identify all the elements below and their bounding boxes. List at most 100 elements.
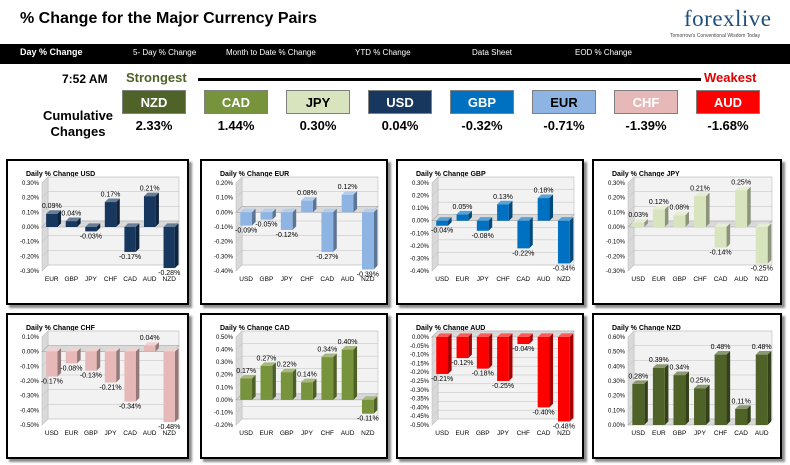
- currency-change-jpy: 0.30%: [299, 118, 337, 133]
- bar-side: [448, 217, 452, 226]
- y-tick-label: 0.50%: [216, 335, 234, 341]
- bar-face: [361, 399, 374, 414]
- chart-panel-aud: Daily % Change AUD -0.50% -0.45% -0.40% -0.…: [396, 313, 584, 459]
- bar-side: [353, 345, 358, 400]
- y-tick-label: -0.10%: [20, 240, 40, 246]
- bar-face: [104, 202, 117, 227]
- nav-bar: Day % Change 5- Day % Change Month to Da…: [0, 44, 790, 64]
- bar-face: [143, 196, 156, 227]
- bar-chf: [497, 200, 513, 221]
- data-label: 0.39%: [649, 357, 669, 364]
- bar-top: [735, 405, 751, 409]
- bar-face: [85, 227, 97, 232]
- bar-face: [755, 227, 768, 264]
- bar-eur: [652, 364, 669, 425]
- bar-face: [240, 378, 253, 400]
- bar-jpy: [497, 333, 513, 381]
- x-tick-label: GBP: [64, 276, 78, 283]
- gridline: [627, 235, 635, 242]
- x-tick-label: AUD: [755, 430, 769, 437]
- nav-data-sheet[interactable]: Data Sheet: [472, 48, 513, 57]
- bar-side: [96, 223, 101, 232]
- bar-face: [476, 220, 489, 231]
- x-tick-label: AUD: [341, 430, 355, 437]
- chart-title: Daily % Change USD: [26, 171, 96, 178]
- forexlive-logo[interactable]: forexlive Tomorrow's Conventional Wisdom…: [656, 6, 774, 40]
- gridline: [235, 406, 243, 413]
- data-label: 0.09%: [42, 203, 62, 210]
- bar-top: [280, 208, 297, 213]
- currency-change-gbp: -0.32%: [461, 118, 503, 133]
- chart-title: Daily % Change AUD: [416, 325, 486, 332]
- currency-change-eur: -0.71%: [543, 118, 585, 133]
- x-tick-label: CAD: [123, 430, 137, 437]
- gridline: [431, 227, 439, 234]
- bar-side: [664, 205, 669, 227]
- bar-face: [104, 351, 117, 383]
- currency-change-usd: 0.04%: [381, 118, 419, 133]
- bar-side: [529, 217, 533, 249]
- data-label: 0.12%: [649, 199, 669, 206]
- bar-top: [46, 348, 62, 352]
- bar-side: [468, 333, 472, 359]
- bar-top: [341, 191, 358, 195]
- nav-ytd-change[interactable]: YTD % Change: [355, 48, 411, 57]
- bar-face: [632, 383, 645, 425]
- data-label: 0.25%: [690, 378, 710, 385]
- bar-usd: [436, 217, 452, 226]
- nav-5-day-change[interactable]: 5- Day % Change: [133, 48, 197, 57]
- data-label: 0.40%: [338, 339, 358, 346]
- gridline: [431, 201, 439, 209]
- data-label: -0.25%: [751, 266, 773, 273]
- y-tick-label: -0.40%: [20, 408, 40, 414]
- bar-cad: [537, 333, 554, 408]
- bar-face: [143, 345, 156, 352]
- bar-top: [517, 333, 533, 337]
- bar-side: [77, 217, 81, 227]
- nav-day-change[interactable]: Day % Change: [20, 47, 83, 57]
- data-label: -0.40%: [532, 409, 554, 416]
- data-label: -0.39%: [357, 272, 379, 279]
- bar-side: [155, 342, 159, 352]
- gridline: [627, 360, 635, 367]
- bar-face: [694, 196, 706, 227]
- y-tick-label: -0.50%: [20, 423, 40, 429]
- bar-eur: [65, 348, 81, 364]
- bar-gbp: [673, 371, 689, 425]
- y-tick-label: -0.25%: [410, 379, 430, 385]
- y-tick-label: 0.40%: [216, 348, 234, 354]
- y-tick-label: -0.30%: [214, 254, 234, 260]
- data-label: -0.04%: [512, 346, 534, 353]
- bar-face: [46, 351, 58, 377]
- x-tick-label: CAD: [714, 276, 728, 283]
- data-label: -0.08%: [472, 233, 494, 240]
- bar-eur: [456, 210, 472, 221]
- x-tick-label: JPY: [301, 430, 314, 437]
- x-tick-label: AUD: [734, 276, 748, 283]
- bar-usd: [240, 208, 256, 226]
- gridline: [41, 389, 49, 396]
- data-label: 0.11%: [731, 398, 750, 405]
- bar-jpy: [476, 217, 493, 231]
- data-label: 0.48%: [711, 344, 731, 351]
- y-tick-label: 0.00%: [216, 210, 234, 216]
- x-tick-label: GBP: [280, 430, 294, 437]
- bar-side: [747, 186, 751, 227]
- bar-face: [456, 214, 469, 221]
- nav-eod-change[interactable]: EOD % Change: [575, 48, 632, 57]
- x-tick-label: NZD: [557, 430, 571, 437]
- bar-face: [652, 367, 665, 425]
- y-tick-label: -0.20%: [20, 254, 40, 260]
- bar-face: [673, 215, 686, 227]
- bar-side: [488, 333, 493, 369]
- x-tick-label: NZD: [163, 276, 177, 283]
- x-tick-label: CHF: [517, 430, 530, 437]
- data-label: 0.22%: [277, 362, 297, 369]
- bar-top: [240, 208, 256, 213]
- currency-box-usd: USD: [368, 90, 432, 114]
- y-tick-label: 0.10%: [22, 335, 40, 341]
- y-tick-label: 0.20%: [608, 196, 626, 202]
- y-tick-label: 0.10%: [608, 408, 626, 414]
- nav-month-to-date-change[interactable]: Month to Date % Change: [226, 48, 316, 57]
- bar-chf: [321, 353, 337, 400]
